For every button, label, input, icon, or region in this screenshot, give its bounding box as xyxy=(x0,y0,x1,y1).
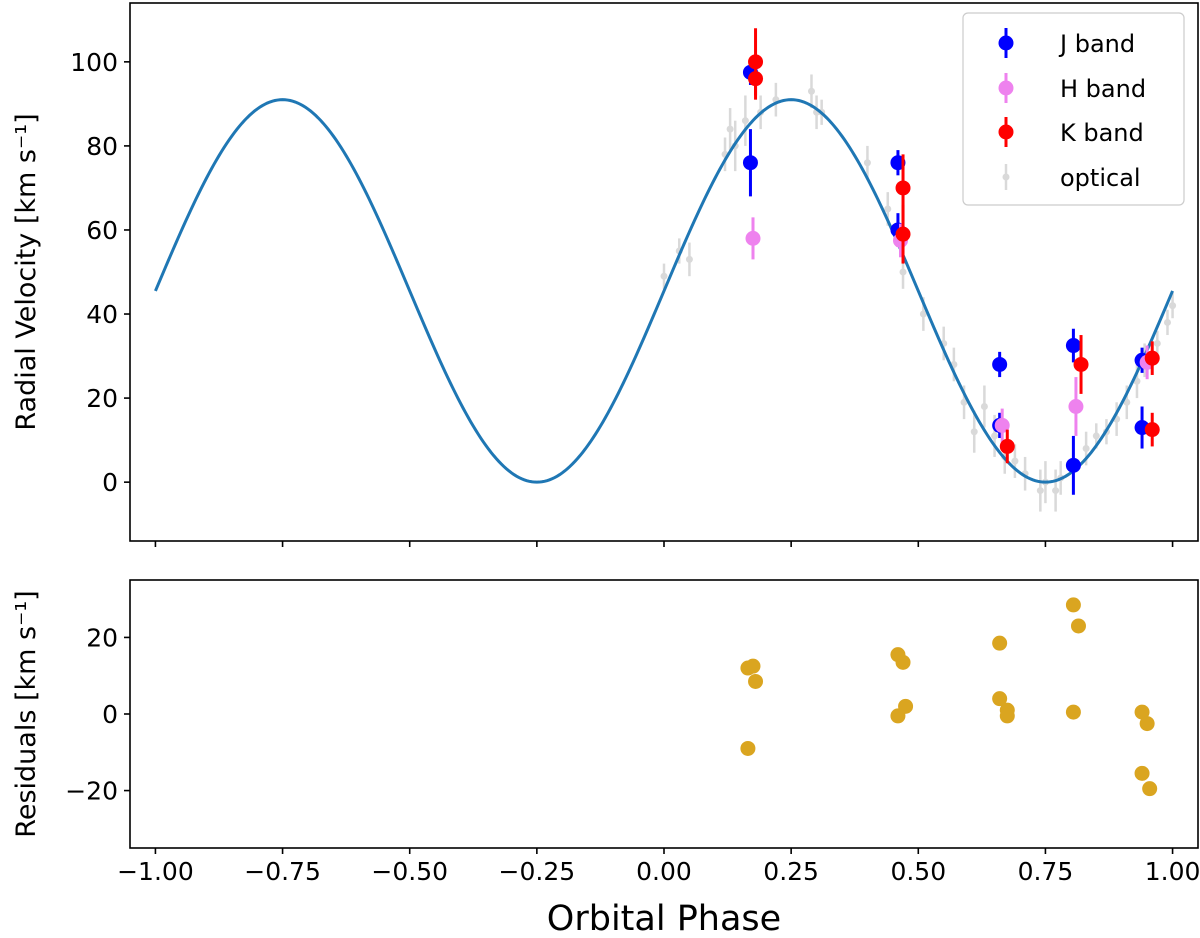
h-band-point-3 xyxy=(1068,399,1084,414)
h-band-point-2 xyxy=(994,417,1010,433)
residual-point-18 xyxy=(1142,781,1158,797)
x-tick-label-0: −1.00 xyxy=(117,857,194,886)
j-band-point-1 xyxy=(742,155,758,171)
residual-point-8 xyxy=(992,635,1008,651)
legend: J band H band K band optical xyxy=(962,12,1185,206)
optical-point-29 xyxy=(1082,445,1090,453)
residual-point-15 xyxy=(1134,704,1150,720)
j-band-point-7 xyxy=(1065,457,1081,473)
legend-optical-label: optical xyxy=(1060,164,1141,192)
rv-y-tick-label-4: 80 xyxy=(86,132,118,161)
legend-entry-k-band: K band xyxy=(998,117,1144,147)
legend-k-label: K band xyxy=(1060,119,1144,147)
x-tick-label-4: 0.00 xyxy=(636,857,692,886)
legend-entry-j-band: J band xyxy=(998,28,1135,58)
x-tick-label-2: −0.50 xyxy=(371,857,448,886)
legend-h-marker xyxy=(998,80,1014,96)
rv-y-tick-label-1: 20 xyxy=(86,384,118,413)
optical-point-27 xyxy=(1052,487,1060,495)
residuals-y-tick-label-2: 20 xyxy=(86,623,118,652)
residuals-y-tick-label-1: 0 xyxy=(102,700,118,729)
k-band-point-1 xyxy=(748,71,764,87)
x-tick-label-7: 0.75 xyxy=(1018,857,1074,886)
h-band-point-0 xyxy=(745,230,761,246)
j-band-point-4 xyxy=(992,356,1008,372)
optical-point-30 xyxy=(1092,432,1100,440)
optical-point-6 xyxy=(741,117,749,125)
residuals-y-tick-label-0: −20 xyxy=(65,777,118,806)
legend-entry-optical: optical xyxy=(1002,164,1141,192)
legend-j-label: J band xyxy=(1058,30,1135,58)
residual-point-11 xyxy=(999,708,1015,724)
optical-point-20 xyxy=(980,403,988,410)
model-curve xyxy=(154,98,1174,484)
k-band-point-4 xyxy=(999,438,1015,454)
residuals-plot-area xyxy=(740,597,1158,797)
x-axis-label: Orbital Phase xyxy=(547,899,781,938)
residual-point-13 xyxy=(1070,618,1086,634)
residual-point-5 xyxy=(895,654,911,670)
series-residuals xyxy=(740,597,1158,797)
rv-y-axis-label: Radial Velocity [km s⁻¹] xyxy=(11,113,42,430)
legend-box xyxy=(962,12,1185,206)
rv-ticks: 0 20 40 60 80 100 xyxy=(70,48,1174,547)
rv-y-tick-label-5: 100 xyxy=(70,48,118,77)
x-tick-label-3: −0.25 xyxy=(499,857,576,886)
residual-point-9 xyxy=(992,691,1008,707)
k-band-point-3 xyxy=(895,226,911,242)
optical-point-2 xyxy=(685,255,693,263)
residual-point-3 xyxy=(740,740,756,756)
x-tick-label-5: 0.25 xyxy=(763,857,819,886)
rv-y-tick-label-0: 0 xyxy=(102,468,118,497)
optical-point-36 xyxy=(1153,339,1161,347)
j-band-point-6 xyxy=(1065,338,1081,354)
x-tick-label-6: 0.50 xyxy=(890,857,946,886)
optical-point-23 xyxy=(1011,457,1019,465)
residuals-panel: −1.00 −0.75 −0.50 −0.25 0.00 0.25 0.50 0.75 1.00… xyxy=(11,579,1200,938)
residual-point-2 xyxy=(748,673,764,689)
optical-point-14 xyxy=(899,268,907,276)
optical-point-25 xyxy=(1036,487,1044,495)
k-band-point-5 xyxy=(1073,356,1089,372)
residual-point-7 xyxy=(890,708,906,724)
k-band-point-7 xyxy=(1144,350,1160,366)
rv-y-tick-label-2: 40 xyxy=(86,300,118,329)
optical-point-12 xyxy=(863,159,871,167)
residuals-y-axis-label: Residuals [km s⁻¹] xyxy=(11,590,42,837)
optical-point-18 xyxy=(960,398,968,406)
k-band-point-2 xyxy=(895,180,911,196)
rv-y-tick-label-3: 60 xyxy=(86,216,118,245)
x-tick-label-8: 1.00 xyxy=(1145,857,1200,886)
optical-point-4 xyxy=(726,125,734,133)
optical-point-15 xyxy=(919,310,927,318)
optical-point-9 xyxy=(807,87,815,95)
legend-optical-marker xyxy=(1002,173,1010,181)
residual-point-16 xyxy=(1139,716,1155,732)
optical-point-37 xyxy=(1163,318,1171,326)
rv-plot-area xyxy=(154,28,1177,512)
residual-point-1 xyxy=(745,658,761,674)
series-k-band xyxy=(748,28,1160,464)
residual-point-14 xyxy=(1065,704,1081,720)
radial-velocity-panel: 0 20 40 60 80 100 Radial Velocity [km s⁻¹] J … xyxy=(11,2,1199,547)
optical-point-33 xyxy=(1123,398,1131,406)
optical-point-13 xyxy=(884,205,892,213)
legend-j-marker xyxy=(998,35,1014,51)
legend-h-label: H band xyxy=(1060,75,1146,103)
residual-point-12 xyxy=(1065,597,1081,613)
optical-point-19 xyxy=(970,428,978,436)
k-band-point-6 xyxy=(1144,422,1160,438)
optical-point-38 xyxy=(1169,302,1177,310)
optical-point-21 xyxy=(991,432,999,440)
legend-k-marker xyxy=(998,124,1014,140)
optical-point-0 xyxy=(660,272,668,280)
residuals-ticks: −1.00 −0.75 −0.50 −0.25 0.00 0.25 0.50 0.75 1.00… xyxy=(65,623,1200,886)
legend-entry-h-band: H band xyxy=(998,73,1146,103)
residual-point-17 xyxy=(1134,765,1150,781)
x-tick-label-1: −0.75 xyxy=(244,857,321,886)
